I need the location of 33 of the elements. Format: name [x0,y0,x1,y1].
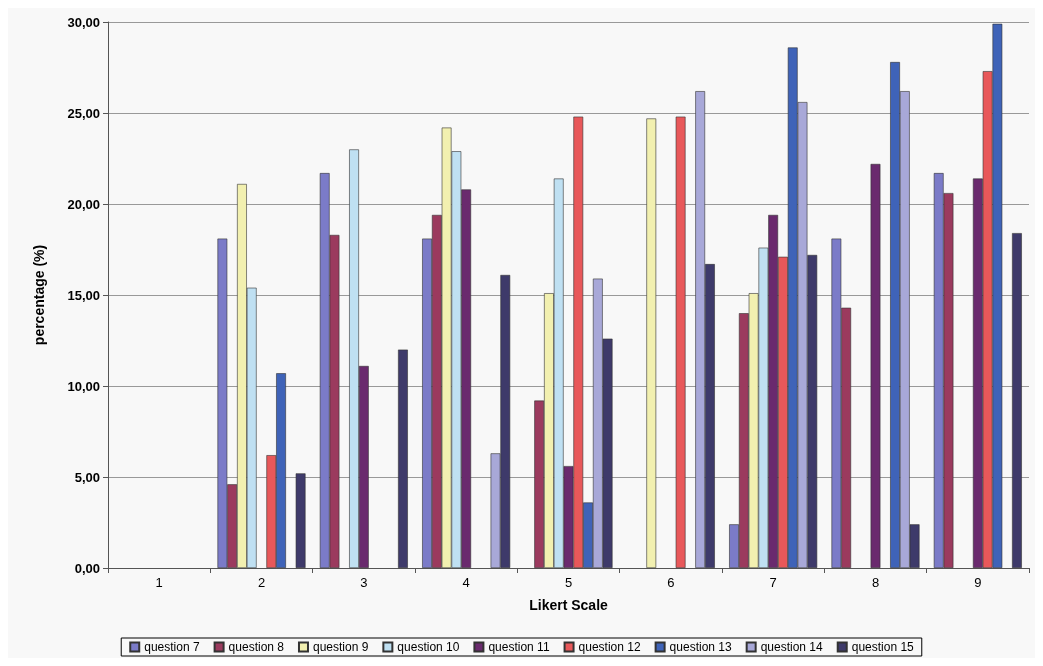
x-axis-title: Likert Scale [529,597,609,613]
legend-label: question 10 [397,640,460,654]
x-tick-label: 4 [462,575,470,590]
y-tick-label: 30,00 [67,14,100,30]
bar [398,349,408,568]
legend-label: question 13 [669,640,732,654]
bar [295,473,306,568]
bar [1012,233,1022,568]
x-tick-label: 2 [257,575,266,590]
legend-label: question 15 [851,640,915,654]
legend-label: question 9 [312,640,369,654]
bar [870,163,881,568]
x-tick-label: 8 [871,575,880,590]
y-tick-label: 25,00 [67,105,100,121]
legend-label: question 14 [760,640,824,654]
legend-label: question 8 [228,640,285,654]
legend-label: question 12 [578,640,641,654]
legend-label: question 11 [488,640,550,654]
x-tick-label: 1 [155,575,163,590]
x-tick-label: 5 [564,575,573,590]
bar [646,118,657,568]
bar [675,116,686,568]
x-tick-label: 6 [667,575,675,590]
y-tick-label: 20,00 [67,196,100,212]
y-tick-label: 10,00 [67,378,100,394]
legend-label: question 7 [144,640,200,654]
x-tick-label: 9 [974,575,982,590]
x-tick-label: 3 [360,575,368,590]
x-tick-label: 7 [769,575,777,590]
y-tick-label: 5,00 [74,469,100,485]
y-axis-title: percentage (%) [31,244,47,346]
y-tick-label: 0,00 [74,560,100,576]
y-tick-label: 15,00 [67,287,100,303]
